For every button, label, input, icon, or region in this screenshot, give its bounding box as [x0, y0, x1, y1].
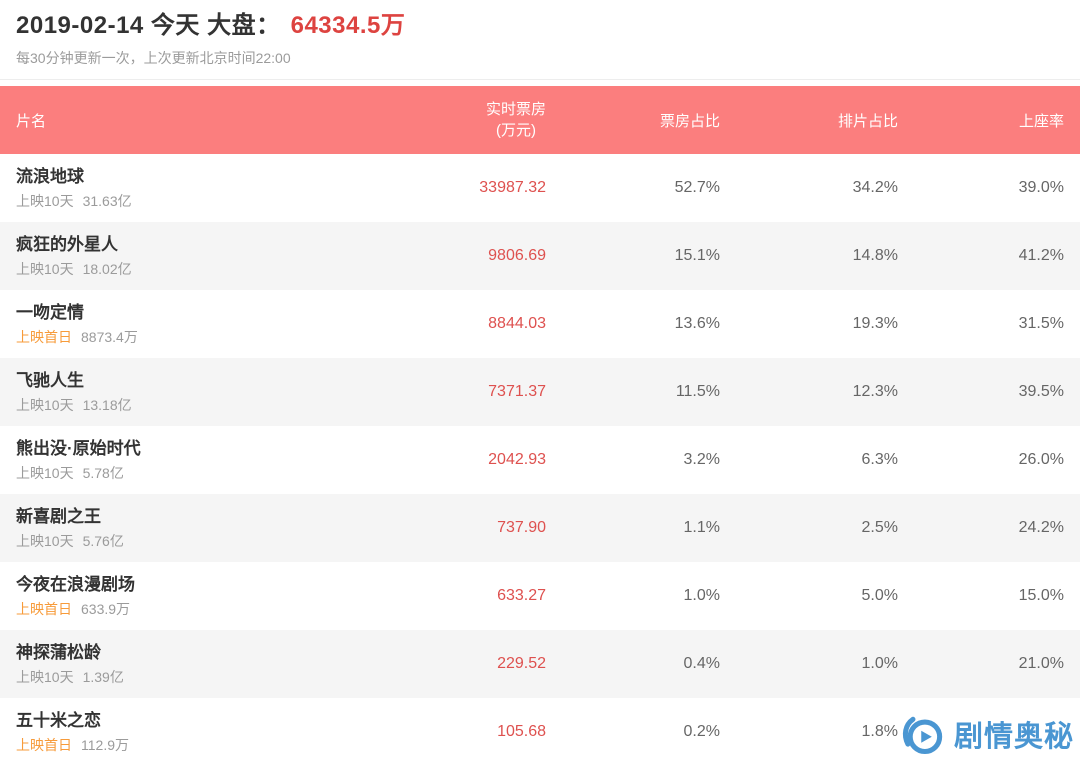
realtime-boxoffice-value: 33987.32 — [479, 179, 546, 196]
realtime-boxoffice-value: 7371.37 — [488, 383, 546, 400]
release-day-label: 上映10天 — [16, 260, 74, 277]
boxoffice-share-value: 13.6% — [674, 315, 720, 332]
cumulative-gross: 5.78亿 — [82, 464, 124, 481]
table-row: 熊出没·原始时代 上映10天 5.78亿 2042.93 3.2% 6.3% 26… — [0, 426, 1080, 494]
realtime-boxoffice-value: 9806.69 — [488, 247, 546, 264]
movie-subinfo: 上映10天 13.18亿 — [16, 396, 355, 415]
table-row: 一吻定情 上映首日 8873.4万 8844.03 13.6% 19.3% 31.… — [0, 290, 1080, 358]
movie-subinfo: 上映10天 18.02亿 — [16, 260, 355, 279]
boxoffice-table: 片名 实时票房 (万元) 票房占比 排片占比 上座率 流浪地球 上映10天 31.6… — [0, 86, 1080, 766]
seat-rate-value: 31.5% — [1018, 315, 1064, 332]
movie-name: 流浪地球 — [16, 166, 84, 186]
movie-subinfo: 上映10天 5.76亿 — [16, 532, 355, 551]
screening-share-value: 2.5% — [861, 519, 898, 536]
realtime-boxoffice-value: 105.68 — [497, 723, 546, 740]
movie-subinfo: 上映首日 112.9万 — [16, 736, 355, 755]
cumulative-gross: 31.63亿 — [82, 192, 132, 209]
cumulative-gross: 1.39亿 — [82, 668, 124, 685]
boxoffice-share-value: 15.1% — [674, 247, 720, 264]
boxoffice-share-value: 11.5% — [675, 383, 720, 400]
release-day-label: 上映10天 — [16, 668, 74, 685]
boxoffice-share-value: 1.0% — [683, 587, 720, 604]
cumulative-gross: 18.02亿 — [82, 260, 132, 277]
seat-rate-value: 24.2% — [1018, 519, 1064, 536]
col-header-seat-rate: 上座率 — [898, 86, 1080, 154]
table-row: 流浪地球 上映10天 31.63亿 33987.32 52.7% 34.2% 39… — [0, 154, 1080, 222]
cumulative-gross: 13.18亿 — [82, 396, 132, 413]
table-row: 今夜在浪漫剧场 上映首日 633.9万 633.27 1.0% 5.0% 15.0… — [0, 562, 1080, 630]
movie-name: 五十米之恋 — [16, 710, 101, 730]
movie-name: 今夜在浪漫剧场 — [16, 574, 135, 594]
market-total-value: 64334.5万 — [290, 12, 406, 39]
page-title: 2019-02-14 今天 大盘： 64334.5万 — [16, 10, 1064, 42]
seat-rate-value: 15.0% — [1018, 587, 1064, 604]
boxoffice-share-value: 0.2% — [683, 723, 720, 740]
boxoffice-share-value: 0.4% — [683, 655, 720, 672]
movie-name: 新喜剧之王 — [16, 506, 101, 526]
movie-subinfo: 上映10天 31.63亿 — [16, 192, 355, 211]
movie-subinfo: 上映首日 8873.4万 — [16, 328, 355, 347]
update-info-text: 每30分钟更新一次，上次更新北京时间22:00 — [16, 50, 291, 66]
movie-name: 熊出没·原始时代 — [16, 438, 141, 458]
screening-share-value: 1.8% — [861, 723, 898, 740]
table-row: 疯狂的外星人 上映10天 18.02亿 9806.69 15.1% 14.8% 4… — [0, 222, 1080, 290]
boxoffice-share-value: 1.1% — [683, 519, 720, 536]
movie-name: 一吻定情 — [16, 302, 84, 322]
screening-share-value: 34.2% — [852, 179, 898, 196]
cumulative-gross: 5.76亿 — [82, 532, 124, 549]
seat-rate-value: 39.5% — [1018, 383, 1064, 400]
release-day-label: 上映首日 — [16, 600, 72, 617]
movie-subinfo: 上映10天 5.78亿 — [16, 464, 355, 483]
release-day-label: 上映10天 — [16, 396, 74, 413]
movie-name: 飞驰人生 — [16, 370, 84, 390]
boxoffice-share-value: 3.2% — [683, 451, 720, 468]
screening-share-value: 19.3% — [852, 315, 898, 332]
seat-rate-value — [898, 698, 1080, 766]
movie-name: 疯狂的外星人 — [16, 234, 118, 254]
table-header: 片名 实时票房 (万元) 票房占比 排片占比 上座率 — [0, 86, 1080, 154]
table-row: 神探蒲松龄 上映10天 1.39亿 229.52 0.4% 1.0% 21.0% — [0, 630, 1080, 698]
realtime-boxoffice-value: 229.52 — [497, 655, 546, 672]
col-header-screening-share: 排片占比 — [720, 86, 898, 154]
cumulative-gross: 633.9万 — [81, 600, 131, 617]
release-day-label: 上映10天 — [16, 464, 74, 481]
realtime-boxoffice-value: 737.90 — [497, 519, 546, 536]
table-row: 飞驰人生 上映10天 13.18亿 7371.37 11.5% 12.3% 39.… — [0, 358, 1080, 426]
screening-share-value: 12.3% — [852, 383, 898, 400]
realtime-boxoffice-value: 2042.93 — [488, 451, 546, 468]
release-day-label: 上映首日 — [16, 736, 72, 753]
date-market-label: 2019-02-14 今天 大盘： — [16, 12, 281, 39]
movie-subinfo: 上映首日 633.9万 — [16, 600, 355, 619]
screening-share-value: 14.8% — [852, 247, 898, 264]
col-header-boxoffice-share: 票房占比 — [546, 86, 720, 154]
screening-share-value: 6.3% — [861, 451, 898, 468]
table-header-row: 片名 实时票房 (万元) 票房占比 排片占比 上座率 — [0, 86, 1080, 154]
screening-share-value: 1.0% — [861, 655, 898, 672]
release-day-label: 上映10天 — [16, 192, 74, 209]
realtime-boxoffice-value: 8844.03 — [488, 315, 546, 332]
boxoffice-share-value: 52.7% — [674, 179, 720, 196]
seat-rate-value: 39.0% — [1018, 179, 1064, 196]
realtime-boxoffice-value: 633.27 — [497, 587, 546, 604]
table-row: 新喜剧之王 上映10天 5.76亿 737.90 1.1% 2.5% 24.2% — [0, 494, 1080, 562]
release-day-label: 上映10天 — [16, 532, 74, 549]
release-day-label: 上映首日 — [16, 328, 72, 345]
movie-name: 神探蒲松龄 — [16, 642, 101, 662]
cumulative-gross: 112.9万 — [81, 736, 129, 753]
seat-rate-value: 21.0% — [1018, 655, 1064, 672]
cumulative-gross: 8873.4万 — [81, 328, 138, 345]
table-row: 五十米之恋 上映首日 112.9万 105.68 0.2% 1.8% — [0, 698, 1080, 766]
col-header-realtime-boxoffice: 实时票房 (万元) — [355, 86, 546, 154]
seat-rate-value: 26.0% — [1018, 451, 1064, 468]
title-section: 2019-02-14 今天 大盘： 64334.5万 每30分钟更新一次，上次更新… — [0, 0, 1080, 80]
col-header-movie-name: 片名 — [0, 86, 355, 154]
movie-subinfo: 上映10天 1.39亿 — [16, 668, 355, 687]
screening-share-value: 5.0% — [861, 587, 898, 604]
seat-rate-value: 41.2% — [1018, 247, 1064, 264]
